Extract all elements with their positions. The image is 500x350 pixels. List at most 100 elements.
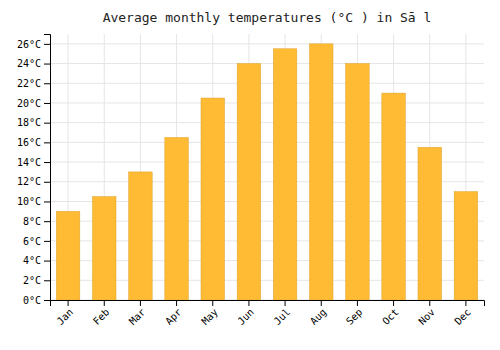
x-tick: Jul bbox=[272, 300, 293, 327]
x-tick-mark bbox=[465, 300, 466, 306]
y-tick-label: 8°C bbox=[23, 216, 41, 227]
y-tick: 4°C bbox=[23, 255, 50, 266]
bars bbox=[56, 44, 477, 300]
bar bbox=[237, 64, 261, 300]
bar bbox=[418, 147, 442, 300]
y-tick: 20°C bbox=[17, 98, 50, 109]
bar bbox=[309, 44, 333, 300]
y-tick-label: 2°C bbox=[23, 275, 41, 286]
bar bbox=[56, 211, 80, 300]
grid bbox=[50, 34, 484, 300]
x-tick-mark bbox=[321, 300, 322, 306]
y-tick-label: 10°C bbox=[17, 196, 41, 207]
x-tick-label: Dec bbox=[452, 306, 473, 327]
y-tick: 10°C bbox=[17, 196, 50, 207]
x-tick-label: Jun bbox=[235, 306, 256, 327]
y-tick: 8°C bbox=[23, 216, 50, 227]
chart-svg: 0°C 2°C 4°C 6°C 8°C 10°C 12°C 14°C 16°C 18°C 20°C 2… bbox=[0, 0, 500, 350]
y-tick: 16°C bbox=[17, 137, 50, 148]
y-tick: 0°C bbox=[23, 295, 50, 306]
y-tick-label: 14°C bbox=[17, 157, 41, 168]
chart-container: 0°C 2°C 4°C 6°C 8°C 10°C 12°C 14°C 16°C 18°C 20°C 2… bbox=[0, 0, 500, 350]
x-axis: Jan Feb Mar Apr May Jun Jul Aug Sep Oct Nov Dec bbox=[51, 300, 485, 327]
y-tick-mark bbox=[44, 221, 50, 222]
y-tick-mark bbox=[44, 83, 50, 84]
y-tick-mark bbox=[44, 142, 50, 143]
y-tick-label: 4°C bbox=[23, 255, 41, 266]
y-tick-label: 18°C bbox=[17, 117, 41, 128]
x-tick: Nov bbox=[416, 300, 437, 327]
y-tick-label: 26°C bbox=[17, 39, 41, 50]
x-tick-label: Apr bbox=[163, 306, 184, 327]
y-tick-label: 22°C bbox=[17, 78, 41, 89]
x-tick-mark bbox=[357, 300, 358, 306]
y-grid-line bbox=[50, 102, 484, 103]
y-tick-mark bbox=[44, 261, 50, 262]
y-tick-mark bbox=[44, 162, 50, 163]
y-tick: 2°C bbox=[23, 275, 50, 286]
bar bbox=[382, 93, 406, 300]
x-tick-label: Mar bbox=[127, 306, 148, 327]
y-grid-line bbox=[50, 43, 484, 44]
x-tick-label: Feb bbox=[91, 306, 112, 327]
y-tick-label: 6°C bbox=[23, 236, 41, 247]
y-tick-mark bbox=[44, 182, 50, 183]
y-tick-label: 24°C bbox=[17, 58, 41, 69]
x-tick: Apr bbox=[163, 300, 184, 327]
y-tick-mark bbox=[44, 201, 50, 202]
y-tick-mark bbox=[44, 103, 50, 104]
x-tick-mark bbox=[176, 300, 177, 306]
x-tick: Mar bbox=[127, 300, 148, 327]
y-grid-line bbox=[50, 122, 484, 123]
y-tick: 24°C bbox=[17, 58, 50, 69]
x-tick: Oct bbox=[380, 300, 401, 327]
y-axis-line bbox=[44, 35, 51, 301]
x-tick-label: Aug bbox=[308, 306, 329, 327]
x-tick-mark bbox=[285, 300, 286, 306]
bar bbox=[129, 172, 153, 300]
x-tick: Jan bbox=[55, 300, 76, 327]
bar bbox=[346, 64, 370, 300]
x-tick: Aug bbox=[308, 300, 329, 327]
bar bbox=[454, 192, 478, 300]
x-tick-label: Nov bbox=[416, 306, 437, 327]
x-tick-label: May bbox=[199, 306, 220, 327]
y-tick-mark bbox=[44, 300, 50, 301]
y-tick: 26°C bbox=[17, 39, 50, 50]
y-tick-mark bbox=[44, 64, 50, 65]
y-tick: 14°C bbox=[17, 157, 50, 168]
x-tick: Dec bbox=[452, 300, 473, 327]
y-axis: 0°C 2°C 4°C 6°C 8°C 10°C 12°C 14°C 16°C 18°C 20°C 2… bbox=[17, 35, 51, 306]
x-tick-mark bbox=[212, 300, 213, 306]
x-tick-label: Oct bbox=[380, 306, 401, 327]
x-tick-mark bbox=[429, 300, 430, 306]
y-tick: 22°C bbox=[17, 78, 50, 89]
y-tick: 6°C bbox=[23, 236, 50, 247]
x-tick-mark bbox=[68, 300, 69, 306]
y-tick-label: 20°C bbox=[17, 98, 41, 109]
x-tick-label: Jul bbox=[272, 306, 293, 327]
x-tick-label: Sep bbox=[344, 306, 365, 327]
bar bbox=[165, 137, 189, 300]
y-grid-line bbox=[50, 142, 484, 143]
title: Average monthly temperatures (°C ) in Sā… bbox=[103, 10, 432, 25]
x-tick-mark bbox=[248, 300, 249, 306]
y-tick-mark bbox=[44, 280, 50, 281]
x-tick-mark bbox=[393, 300, 394, 306]
bar bbox=[92, 197, 116, 300]
y-tick-mark bbox=[44, 241, 50, 242]
x-tick: Feb bbox=[91, 300, 112, 327]
x-tick: May bbox=[199, 300, 220, 327]
y-tick-mark bbox=[44, 123, 50, 124]
x-axis-line bbox=[51, 301, 485, 307]
y-tick-label: 16°C bbox=[17, 137, 41, 148]
bar bbox=[201, 98, 225, 300]
y-tick: 12°C bbox=[17, 176, 50, 187]
y-grid-line bbox=[50, 83, 484, 84]
y-tick-label: 0°C bbox=[23, 295, 41, 306]
y-tick-label: 12°C bbox=[17, 176, 41, 187]
x-tick-mark bbox=[104, 300, 105, 306]
x-tick-label: Jan bbox=[55, 306, 76, 327]
bar bbox=[273, 49, 297, 300]
x-tick: Jun bbox=[235, 300, 256, 327]
